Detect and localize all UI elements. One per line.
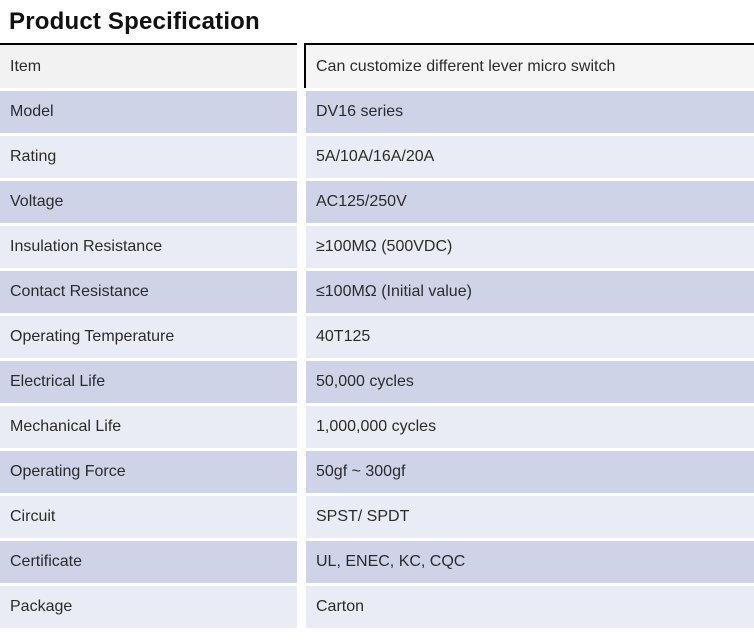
spec-value: AC125/250V [316, 193, 407, 210]
table-row: Operating Force 50gf ~ 300gf [0, 451, 754, 493]
table-row: Electrical Life 50,000 cycles [0, 361, 754, 403]
spec-label-cell: Operating Force [0, 451, 297, 493]
spec-value-cell: Carton [306, 586, 754, 628]
spec-label-cell: Operating Temperature [0, 316, 297, 358]
spec-label-cell: Package [0, 586, 297, 628]
spec-value-cell: 1,000,000 cycles [306, 406, 754, 448]
spec-label-cell: Mechanical Life [0, 406, 297, 448]
spec-label-cell: Contact Resistance [0, 271, 297, 313]
spec-value: 50,000 cycles [316, 373, 414, 390]
table-row: Mechanical Life 1,000,000 cycles [0, 406, 754, 448]
spec-value: ≥100MΩ (500VDC) [316, 238, 453, 255]
spec-label: Model [10, 103, 54, 120]
spec-label: Operating Temperature [10, 328, 175, 345]
table-row: Circuit SPST/ SPDT [0, 496, 754, 538]
table-row: Insulation Resistance ≥100MΩ (500VDC) [0, 226, 754, 268]
spec-value-cell: ≤100MΩ (Initial value) [306, 271, 754, 313]
spec-value-cell: 50gf ~ 300gf [306, 451, 754, 493]
spec-label: Package [10, 598, 73, 615]
spec-label-cell: Voltage [0, 181, 297, 223]
spec-value-cell: ≥100MΩ (500VDC) [306, 226, 754, 268]
spec-value: 5A/10A/16A/20A [316, 148, 435, 165]
table-row: Item Can customize different lever micro… [0, 43, 754, 88]
table-row: Model DV16 series [0, 91, 754, 133]
spec-value-cell: 5A/10A/16A/20A [306, 136, 754, 178]
spec-value-cell: DV16 series [306, 91, 754, 133]
table-row: Package Carton [0, 586, 754, 628]
spec-value-cell: 50,000 cycles [306, 361, 754, 403]
spec-value: Can customize different lever micro swit… [316, 57, 616, 75]
spec-label: Rating [10, 148, 57, 165]
spec-label-cell: Item [0, 43, 297, 88]
spec-value-cell: AC125/250V [306, 181, 754, 223]
spec-value: 50gf ~ 300gf [316, 463, 406, 480]
spec-value: UL, ENEC, KC, CQC [316, 553, 466, 570]
spec-value: 1,000,000 cycles [316, 418, 437, 435]
spec-label: Contact Resistance [10, 283, 149, 300]
table-row: Voltage AC125/250V [0, 181, 754, 223]
spec-label: Voltage [10, 193, 64, 210]
spec-value: SPST/ SPDT [316, 508, 410, 525]
spec-label: Mechanical Life [10, 418, 122, 435]
spec-label: Insulation Resistance [10, 238, 163, 255]
spec-label-cell: Rating [0, 136, 297, 178]
spec-label: Circuit [10, 508, 56, 525]
spec-label: Electrical Life [10, 373, 106, 390]
page-title: Product Specification [9, 8, 260, 35]
spec-label-cell: Certificate [0, 541, 297, 583]
spec-label-cell: Electrical Life [0, 361, 297, 403]
spec-value: DV16 series [316, 103, 404, 120]
spec-label-cell: Circuit [0, 496, 297, 538]
spec-value-cell: UL, ENEC, KC, CQC [306, 541, 754, 583]
spec-value-cell: Can customize different lever micro swit… [304, 43, 754, 88]
table-row: Contact Resistance ≤100MΩ (Initial value… [0, 271, 754, 313]
spec-label: Item [10, 57, 42, 75]
spec-value: 40T125 [316, 328, 371, 345]
spec-value: ≤100MΩ (Initial value) [316, 283, 472, 300]
table-row: Operating Temperature 40T125 [0, 316, 754, 358]
spec-value: Carton [316, 598, 365, 615]
spec-value-cell: 40T125 [306, 316, 754, 358]
table-row: Rating 5A/10A/16A/20A [0, 136, 754, 178]
spec-value-cell: SPST/ SPDT [306, 496, 754, 538]
spec-label: Operating Force [10, 463, 126, 480]
spec-label-cell: Insulation Resistance [0, 226, 297, 268]
table-row: Certificate UL, ENEC, KC, CQC [0, 541, 754, 583]
spec-label: Certificate [10, 553, 83, 570]
spec-label-cell: Model [0, 91, 297, 133]
specification-table: Item Can customize different lever micro… [0, 43, 754, 628]
